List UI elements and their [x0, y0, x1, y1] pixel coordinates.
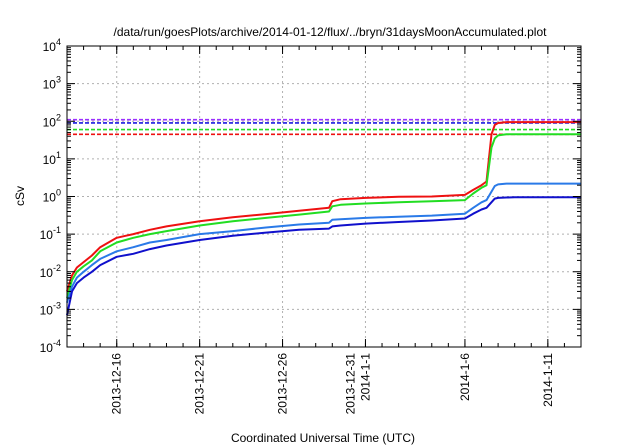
threshold-lines [67, 118, 581, 136]
y-tick-label: 10-2 [40, 263, 61, 280]
x-tick-label: 2013-12-21 [193, 353, 207, 415]
series-lines [66, 121, 581, 316]
chart-title: /data/run/goesPlots/archive/2014-01-12/f… [114, 25, 548, 39]
y-tick-label: 10-1 [40, 225, 61, 242]
y-axis: 10-4 10-3 10-2 10-1 100 101 102 103 104 [40, 37, 581, 355]
series-line [66, 133, 581, 299]
x-tick-label: 2014-1-6 [458, 353, 472, 401]
x-tick-label: 2014-1-11 [541, 353, 555, 407]
x-axis-label: Coordinated Universal Time (UTC) [231, 431, 415, 445]
x-axis: 2013-12-16 2013-12-21 2013-12-26 2013-12-31… [83, 46, 565, 415]
x-tick-label: 2013-12-16 [110, 353, 124, 415]
series-line [66, 182, 581, 303]
series-line [66, 196, 581, 316]
y-tick-label: 102 [43, 112, 61, 129]
y-tick-label: 103 [43, 75, 61, 92]
y-axis-label: cSv [13, 186, 27, 206]
grid [67, 46, 581, 347]
x-tick-label: 2013-12-26 [276, 353, 290, 415]
x-tick-label: 2013-12-31 [343, 353, 357, 415]
y-tick-label: 100 [43, 188, 61, 205]
x-tick-label: 2014-1-1 [358, 353, 372, 401]
series-line [66, 121, 581, 292]
y-tick-label: 10-4 [40, 338, 61, 355]
y-tick-label: 10-3 [40, 300, 61, 317]
y-tick-label: 104 [43, 37, 61, 54]
y-tick-label: 101 [43, 150, 61, 167]
